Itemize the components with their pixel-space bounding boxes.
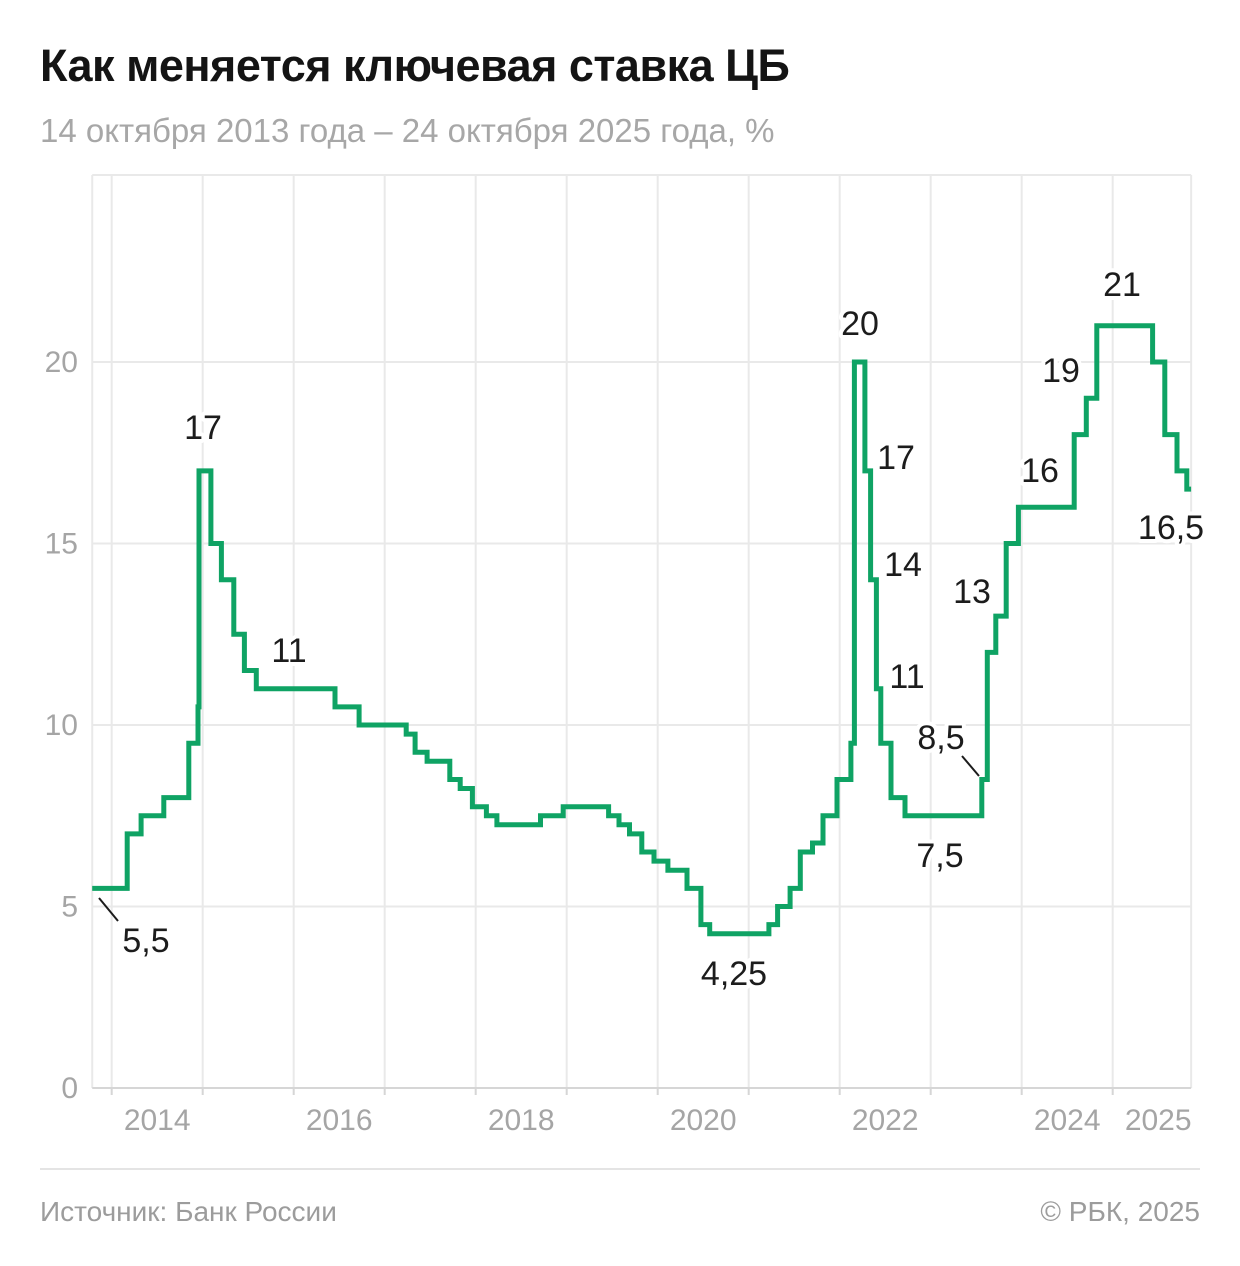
source-note: Источник: Банк России: [40, 1196, 337, 1227]
callout-line: [98, 897, 119, 922]
footer-divider: [40, 1168, 1200, 1170]
rate-annotation: 13: [953, 573, 991, 611]
rate-annotation: 19: [1042, 352, 1080, 390]
x-tick-label: 2016: [306, 1104, 373, 1137]
y-axis-labels: 0 5 10 15 20: [45, 346, 78, 1105]
x-tick-label: 2025: [1125, 1104, 1192, 1137]
y-tick-label: 15: [45, 528, 78, 561]
rate-annotation: 21: [1103, 266, 1141, 304]
x-axis-labels: 2014 2016 2018 2020 2022 2024 2025: [124, 1104, 1192, 1137]
rate-annotation: 16: [1021, 452, 1059, 490]
rate-annotation: 5,5: [122, 922, 169, 960]
chart-subtitle: 14 октября 2013 года – 24 октября 2025 г…: [40, 112, 775, 149]
callout-line: [961, 755, 980, 777]
y-tick-label: 5: [61, 891, 78, 924]
rate-annotation: 4,25: [701, 955, 767, 993]
rate-annotation: 11: [271, 632, 306, 670]
rate-annotation: 11: [889, 658, 924, 696]
x-tick-label: 2022: [852, 1104, 919, 1137]
rate-annotation: 14: [884, 546, 922, 584]
rate-annotation: 16,5: [1138, 509, 1204, 547]
annotation-callouts: [98, 755, 980, 922]
x-tick-label: 2020: [670, 1104, 737, 1137]
copyright-note: © РБК, 2025: [1040, 1196, 1200, 1227]
x-tick-label: 2014: [124, 1104, 191, 1137]
rate-annotation: 20: [841, 305, 879, 343]
y-tick-label: 0: [61, 1072, 78, 1105]
v-gridlines: [91, 175, 1193, 1095]
rate-annotation: 17: [184, 409, 222, 447]
value-annotations: 5,5 17 11 4,25 20 17 14 11 8,5 7,5 13 16 19 21 16,5: [118, 262, 1208, 997]
page-title: Как меняется ключевая ставка ЦБ: [40, 40, 790, 91]
y-tick-label: 20: [45, 346, 78, 379]
x-tick-label: 2024: [1034, 1104, 1101, 1137]
rate-annotation: 8,5: [917, 719, 964, 757]
rate-step-line: [92, 323, 1192, 937]
rate-annotation: 7,5: [916, 837, 963, 875]
x-tick-label: 2018: [488, 1104, 555, 1137]
y-tick-label: 10: [45, 709, 78, 742]
h-gridlines: [92, 174, 1192, 908]
rate-annotation: 17: [877, 439, 915, 477]
